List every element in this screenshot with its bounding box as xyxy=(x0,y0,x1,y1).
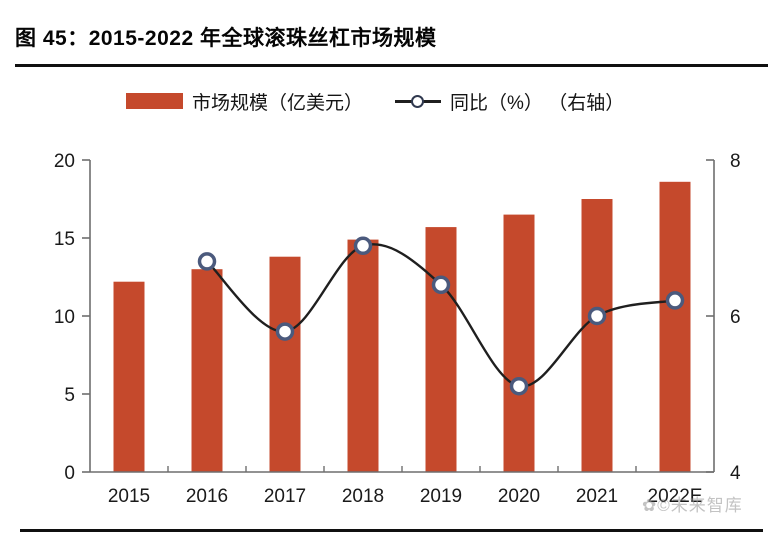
bar-2021 xyxy=(581,199,613,472)
right-tick-label-8: 8 xyxy=(730,151,741,172)
yoy-marker-2017 xyxy=(275,322,295,341)
legend-label-market-size: 市场规模（亿美元） xyxy=(192,92,364,114)
legend-item-market-size: 市场规模（亿美元） xyxy=(126,88,363,115)
x-label-2015: 2015 xyxy=(108,486,150,507)
bar-2018 xyxy=(347,239,379,472)
x-label-2016: 2016 xyxy=(186,486,228,507)
yoy-marker-2021 xyxy=(587,306,607,326)
bar-2015 xyxy=(113,281,145,472)
x-label-2021: 2021 xyxy=(576,486,618,507)
left-tick-label-10: 10 xyxy=(54,307,75,328)
bar-2022E xyxy=(659,181,691,473)
figure-title: 图 45：2015-2022 年全球滚珠丝杠市场规模 xyxy=(15,27,437,50)
x-label-2017: 2017 xyxy=(264,486,306,507)
left-tick-label-5: 5 xyxy=(64,385,75,406)
left-tick-label-20: 20 xyxy=(54,151,75,172)
legend-circle-marker xyxy=(411,94,425,108)
right-tick-label-4: 4 xyxy=(730,463,741,484)
bar-series-swatch xyxy=(126,93,183,109)
watermark-logo-icon: ✿ xyxy=(642,496,658,515)
left-tick-label-0: 0 xyxy=(64,463,75,484)
legend-label-yoy: 同比（%） （右轴） xyxy=(450,92,625,114)
x-label-2022E: 2022E xyxy=(648,486,703,507)
legend-item-yoy: 同比（%） （右轴） xyxy=(395,88,624,115)
x-label-2018: 2018 xyxy=(342,486,384,507)
x-label-2020: 2020 xyxy=(498,486,540,507)
chart-legend: 市场规模（亿美元） 同比（%） （右轴） xyxy=(0,86,783,116)
line-series-marker-icon xyxy=(395,92,442,110)
bar-2019 xyxy=(425,227,457,472)
title-divider xyxy=(15,64,768,67)
left-tick-label-15: 15 xyxy=(54,229,75,250)
bottom-divider xyxy=(20,529,763,532)
bar-2017 xyxy=(269,256,301,472)
yoy-marker-2020 xyxy=(509,376,529,396)
watermark-text: ©未来智库 xyxy=(657,496,743,515)
right-tick-label-6: 6 xyxy=(730,307,741,328)
market-size-combo-chart: 0 5 10 15 20 4 6 8 2015 2016 2017 2018 2019 2020 2021 2… xyxy=(54,151,741,507)
yoy-marker-2016 xyxy=(197,252,217,271)
bar-2020 xyxy=(503,214,535,472)
x-label-2019: 2019 xyxy=(420,486,462,507)
bar-2016 xyxy=(191,269,223,472)
yoy-marker-2022E xyxy=(665,291,685,310)
watermark: ✿©未来智库 xyxy=(642,491,743,516)
yoy-marker-2019 xyxy=(431,275,451,295)
yoy-marker-2018 xyxy=(353,236,373,256)
